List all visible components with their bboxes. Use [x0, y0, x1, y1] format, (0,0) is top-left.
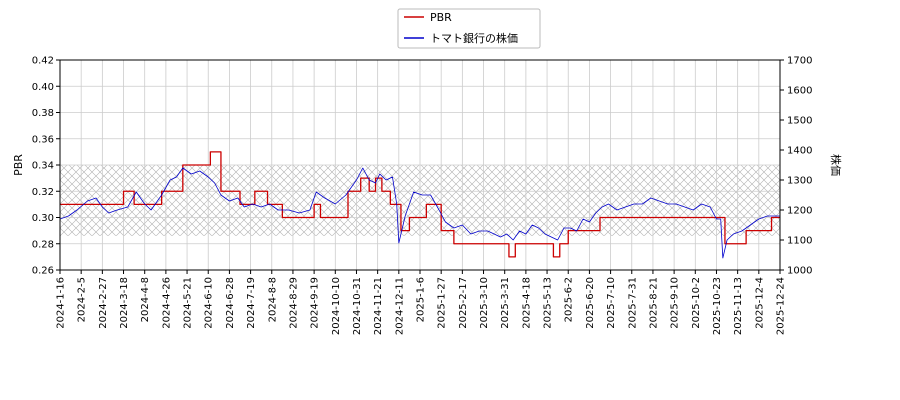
x-tick-label: 2025-7-10	[606, 277, 617, 329]
left-tick-label: 0.26	[32, 266, 54, 277]
x-tick-label: 2024-8-8	[267, 277, 278, 322]
x-tick-label: 2024-1-16	[56, 277, 67, 329]
legend-pbr-label: PBR	[430, 11, 452, 24]
x-tick-label: 2024-7-19	[246, 277, 257, 329]
left-tick-label: 0.36	[32, 134, 54, 145]
x-tick-label: 2025-3-10	[479, 277, 490, 329]
x-tick-label: 2024-5-21	[183, 277, 194, 329]
left-tick-label: 0.34	[32, 161, 54, 172]
left-axis-label: PBR	[12, 154, 25, 176]
x-tick-label: 2025-1-27	[437, 277, 448, 329]
x-tick-label: 2025-6-20	[585, 277, 596, 329]
x-tick-label: 2024-10-10	[331, 277, 342, 335]
x-tick-label: 2025-11-13	[733, 277, 744, 335]
right-axis-ticks: 1000 1100 1200 1300 1400 1500 1600 1700	[780, 56, 812, 277]
left-tick-label: 0.42	[32, 56, 54, 67]
x-tick-label: 2025-9-10	[670, 277, 681, 329]
x-axis-ticks: 2024-1-16 2024-2-5 2024-2-27 2024-3-18 2024-…	[56, 270, 787, 335]
x-tick-label: 2024-12-11	[394, 277, 405, 335]
right-tick-label: 1000	[787, 266, 812, 277]
x-tick-label: 2024-9-19	[310, 277, 321, 329]
x-tick-label: 2025-12-4	[754, 277, 765, 329]
x-tick-label: 2024-2-5	[77, 277, 88, 322]
right-tick-label: 1100	[787, 236, 812, 247]
right-tick-label: 1200	[787, 206, 812, 217]
legend-box	[397, 8, 541, 49]
x-tick-label: 2025-1-6	[416, 277, 427, 322]
right-tick-label: 1700	[787, 56, 812, 67]
left-tick-label: 0.32	[32, 187, 54, 198]
x-tick-label: 2024-2-27	[98, 277, 109, 329]
left-tick-label: 0.30	[32, 213, 54, 224]
x-tick-label: 2025-5-13	[543, 277, 554, 329]
x-tick-label: 2025-6-2	[564, 277, 575, 322]
x-tick-label: 2025-7-31	[627, 277, 638, 329]
x-tick-label: 2025-8-21	[648, 277, 659, 329]
legend-price-label: トマト銀行の株価	[430, 31, 518, 45]
x-tick-label: 2024-3-18	[119, 277, 130, 329]
x-tick-label: 2024-4-26	[161, 277, 172, 329]
left-axis-ticks: 0.26 0.28 0.30 0.32 0.34 0.36 0.38 0.40 0.42	[32, 56, 60, 277]
left-tick-label: 0.38	[32, 108, 54, 119]
right-tick-label: 1500	[787, 116, 812, 127]
x-tick-label: 2025-3-31	[500, 277, 511, 329]
right-tick-label: 1400	[787, 146, 812, 157]
x-tick-label: 2025-10-23	[712, 277, 723, 335]
series-lines	[60, 151, 780, 259]
right-axis-label: 株価	[829, 154, 843, 176]
left-tick-label: 0.40	[32, 82, 54, 93]
x-tick-label: 2025-2-17	[458, 277, 469, 329]
x-tick-label: 2024-4-8	[140, 277, 151, 322]
stock-price-line	[60, 167, 780, 259]
x-tick-label: 2024-6-10	[204, 277, 215, 329]
x-tick-label: 2024-8-29	[288, 277, 299, 329]
pbr-line	[60, 151, 780, 258]
right-tick-label: 1300	[787, 176, 812, 187]
x-tick-label: 2025-10-2	[691, 277, 702, 329]
x-tick-label: 2025-12-24	[776, 277, 787, 335]
x-tick-label: 2024-6-28	[225, 277, 236, 329]
x-tick-label: 2025-4-18	[521, 277, 532, 329]
x-tick-label: 2024-10-31	[352, 277, 363, 335]
right-tick-label: 1600	[787, 86, 812, 97]
x-tick-label: 2024-11-21	[373, 277, 384, 335]
left-tick-label: 0.28	[32, 239, 54, 250]
legend: PBR トマト銀行の株価	[397, 8, 541, 49]
